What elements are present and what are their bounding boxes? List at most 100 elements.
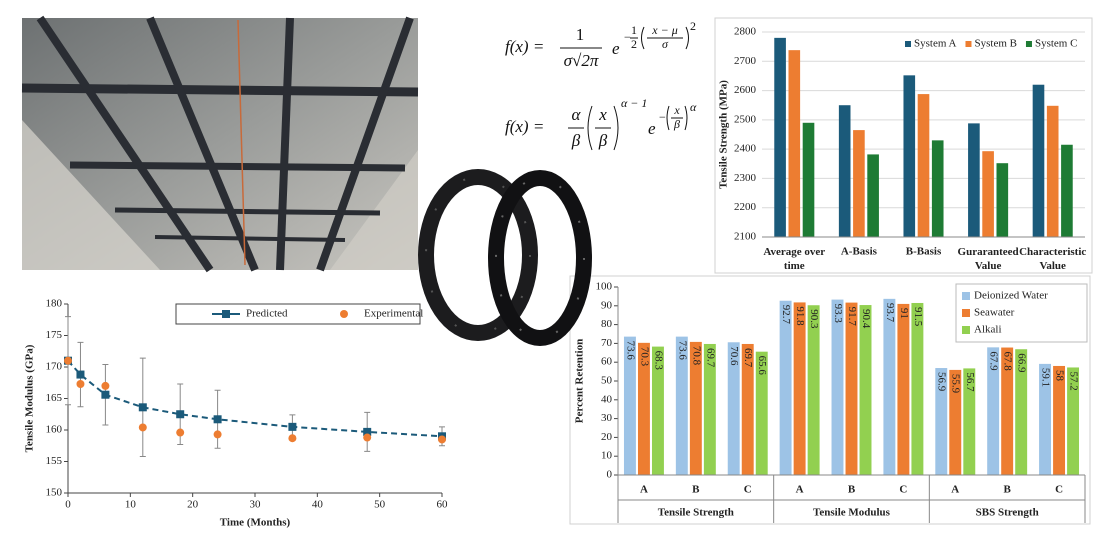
bar (897, 303, 910, 475)
eq-sign: − (624, 30, 631, 44)
bar (859, 305, 872, 475)
legend-label: Experimental (364, 308, 423, 320)
eq-inner-den: σ (662, 37, 669, 51)
y-tick-label: 10 (601, 450, 613, 462)
legend-swatch (962, 292, 970, 300)
legend-label: System A (914, 38, 957, 50)
bar (963, 368, 976, 475)
marker (76, 370, 85, 379)
data-label: 67.8 (1002, 352, 1014, 372)
y-tick-label: 2600 (734, 84, 757, 96)
eq-base: e (648, 119, 656, 138)
bar (911, 302, 924, 475)
bar (949, 369, 962, 475)
marker (213, 415, 222, 424)
data-label: 91 (898, 308, 910, 319)
data-label: 57.2 (1068, 371, 1080, 390)
bar (917, 94, 930, 237)
x-tick-label: Average over time (763, 246, 825, 272)
y-tick-label: 80 (601, 318, 613, 330)
legend-label: Seawater (974, 307, 1015, 319)
eq-sign: − (659, 110, 666, 124)
bar (755, 351, 768, 475)
marker (64, 356, 72, 365)
group-label: Tensile Modulus (813, 507, 891, 519)
data-label: 70.6 (728, 346, 740, 366)
eq-den: β (571, 131, 581, 150)
marker (138, 403, 147, 412)
x-tick-label: B (848, 484, 856, 496)
bar (968, 123, 980, 237)
chart-frame (714, 17, 1093, 274)
marker (213, 430, 222, 439)
marker (176, 410, 185, 419)
y-tick-label: 100 (596, 281, 613, 293)
data-label: 91.5 (912, 307, 924, 327)
eq-frac-num: x (598, 105, 607, 124)
data-label: 56.7 (964, 372, 976, 392)
bar (987, 347, 1000, 475)
legend-label: Predicted (246, 308, 288, 320)
data-label: 69.7 (704, 348, 716, 368)
legend-marker (340, 310, 348, 318)
y-tick-label: 60 (601, 356, 613, 368)
bar (623, 336, 636, 475)
y-tick-label: 2400 (734, 143, 757, 155)
bar (788, 50, 801, 238)
x-tick-label: A (951, 484, 959, 496)
y-tick-label: 2500 (734, 113, 757, 125)
data-label: 55.9 (950, 374, 962, 394)
legend-label: System C (1035, 38, 1077, 50)
x-tick-label: B (1003, 484, 1011, 496)
charts: 21002200230024002500260027002800Tensile … (24, 26, 1088, 529)
eq-frac-power: α − 1 (621, 96, 647, 110)
legend-swatch (962, 326, 970, 334)
y-tick-label: 150 (46, 487, 63, 499)
y-tick-label: 165 (46, 392, 63, 404)
x-tick-label: 40 (312, 499, 324, 511)
x-tick-label: 10 (125, 499, 137, 511)
eq-num: 1 (576, 25, 585, 44)
eq-lhs: f(x) = (505, 37, 544, 56)
bar (883, 298, 896, 475)
data-label: 56.9 (936, 372, 948, 392)
bar (1039, 363, 1052, 475)
bar (1061, 144, 1073, 237)
bar (996, 163, 1009, 237)
x-tick-label: Guraranteed Value (958, 246, 1019, 272)
legend-label: Deionized Water (974, 290, 1048, 302)
bar (802, 122, 815, 237)
marker (288, 422, 297, 431)
bar (741, 343, 754, 475)
x-tick-label: C (1055, 484, 1063, 496)
legend-box (955, 283, 1088, 343)
x-tick-label: B (692, 484, 700, 496)
bar (1053, 365, 1066, 475)
marker (101, 390, 110, 399)
eq-num: α (572, 105, 582, 124)
x-tick-label: A-Basis (841, 246, 878, 258)
y-tick-label: 180 (46, 298, 63, 310)
y-axis-label: Tensile Modulus (GPa) (24, 344, 36, 452)
y-axis-label: Tensile Strength (MPa) (718, 80, 730, 189)
y-tick-label: 2100 (734, 231, 757, 243)
bar (689, 341, 702, 475)
paren (587, 105, 619, 151)
y-tick-label: 50 (601, 375, 613, 387)
bar (1001, 347, 1014, 475)
x-tick-label: 20 (187, 499, 199, 511)
bar (867, 154, 879, 237)
legend-label: Alkali (974, 324, 1002, 336)
data-label: 93.7 (884, 303, 896, 323)
marker (288, 434, 297, 443)
y-tick-label: 0 (607, 469, 613, 481)
photo (21, 15, 419, 273)
bar (838, 105, 851, 237)
bar (793, 302, 806, 475)
data-label: 66.9 (1016, 353, 1028, 373)
data-label: 73.6 (624, 341, 636, 361)
data-label: 70.3 (638, 347, 650, 367)
x-tick-label: B-Basis (906, 246, 942, 258)
y-tick-label: 20 (601, 431, 613, 443)
bar (651, 346, 664, 475)
